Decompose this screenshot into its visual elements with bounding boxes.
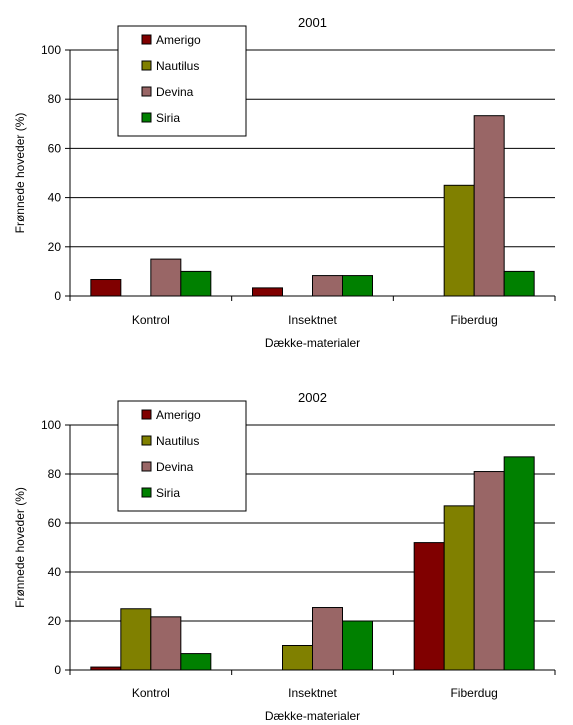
- legend-label: Nautilus: [156, 434, 199, 448]
- y-tick-label: 40: [48, 565, 62, 579]
- chart-2002: 2002 0 20 40 60 80 100 Frønnede hoveder (%) Kont…: [13, 390, 556, 723]
- legend-label: Amerigo: [156, 408, 201, 422]
- legend-swatch: [141, 461, 152, 472]
- x-tick-label: Insektnet: [288, 313, 337, 327]
- y-axis-label: Frønnede hoveder (%): [13, 487, 27, 608]
- y-tick-label: 100: [41, 43, 61, 57]
- bar-siria-insektnet: [342, 620, 373, 671]
- x-tick-label: Fiberdug: [450, 686, 497, 700]
- y-tick-label: 0: [54, 663, 61, 677]
- legend-swatch: [141, 60, 152, 71]
- legend-box: [117, 400, 247, 512]
- bars: [90, 456, 535, 671]
- bar-devina-insektnet: [312, 607, 343, 671]
- bar-amerigo-fiberdug: [413, 542, 445, 671]
- y-tick-label: 80: [48, 467, 62, 481]
- legend-label: Devina: [156, 85, 194, 99]
- legend: Amerigo Nautilus Devina Siria: [117, 400, 247, 512]
- legend: Amerigo Nautilus Devina Siria: [117, 25, 247, 137]
- bar-devina-fiberdug: [473, 471, 505, 671]
- legend-label: Amerigo: [156, 33, 201, 47]
- bar-siria-insektnet: [342, 275, 373, 297]
- x-tick-label: Insektnet: [288, 686, 337, 700]
- bar-devina-insektnet: [312, 275, 343, 297]
- bar-siria-kontrol: [180, 270, 212, 297]
- bar-nautilus-fiberdug: [443, 184, 475, 297]
- y-tick-label: 60: [48, 141, 62, 155]
- legend-label: Siria: [156, 111, 180, 125]
- bar-nautilus-fiberdug: [443, 505, 475, 671]
- bar-amerigo-kontrol: [90, 279, 122, 297]
- y-axis-label: Frønnede hoveder (%): [13, 113, 27, 234]
- bar-siria-kontrol: [180, 653, 212, 671]
- legend-swatch: [141, 86, 152, 97]
- legend-box: [117, 25, 247, 137]
- legend-swatch: [141, 435, 152, 446]
- bar-amerigo-insektnet: [252, 287, 283, 297]
- x-tick-label: Kontrol: [132, 686, 170, 700]
- bar-siria-fiberdug: [503, 456, 535, 671]
- legend-swatch: [141, 112, 152, 123]
- legend-label: Nautilus: [156, 59, 199, 73]
- y-tick-label: 60: [48, 516, 62, 530]
- legend-swatch: [141, 34, 152, 45]
- y-tick-label: 20: [48, 614, 62, 628]
- y-tick-label: 0: [54, 289, 61, 303]
- y-tick-label: 100: [41, 418, 61, 432]
- y-tick-label: 80: [48, 92, 62, 106]
- legend-label: Devina: [156, 460, 194, 474]
- bar-siria-fiberdug: [503, 270, 535, 297]
- x-axis-label: Dække-materialer: [265, 709, 360, 723]
- legend-label: Siria: [156, 486, 180, 500]
- x-tick-label: Fiberdug: [450, 313, 497, 327]
- y-tick-label: 40: [48, 191, 62, 205]
- bar-devina-kontrol: [150, 616, 182, 671]
- bar-nautilus-kontrol: [120, 608, 152, 671]
- chart-title: 2002: [298, 390, 327, 405]
- chart-title: 2001: [298, 15, 327, 30]
- y-tick-label: 20: [48, 240, 62, 254]
- bar-nautilus-insektnet: [282, 645, 313, 671]
- x-axis-label: Dække-materialer: [265, 336, 360, 350]
- bar-devina-fiberdug: [473, 115, 505, 297]
- bar-amerigo-kontrol: [90, 666, 122, 671]
- legend-swatch: [141, 487, 152, 498]
- legend-swatch: [141, 409, 152, 420]
- bar-devina-kontrol: [150, 258, 182, 297]
- chart-2001: 2001 0 20 40 60 80 100 Frønnede hoveder (%) Kont…: [13, 15, 556, 350]
- bars: [90, 115, 535, 297]
- x-tick-label: Kontrol: [132, 313, 170, 327]
